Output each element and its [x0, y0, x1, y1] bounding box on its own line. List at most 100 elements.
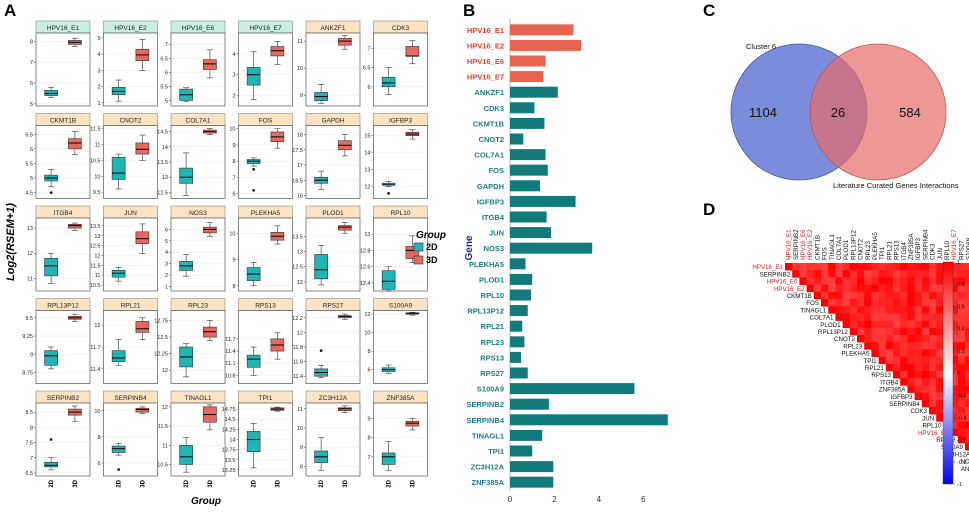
y-tick-label: 5	[165, 239, 168, 245]
facet-plod1: PLOD1 12 12.5 13 13.5	[292, 205, 361, 292]
bar-label-plekha5: PLEKHA5	[469, 260, 504, 269]
facet-plot-area	[238, 32, 293, 107]
heatmap-cell	[835, 284, 843, 293]
heatmap-cell	[965, 320, 969, 329]
heatmap-cell	[907, 327, 915, 336]
y-tick-label: 5	[97, 36, 100, 42]
heatmap-cell	[792, 270, 800, 278]
heatmap-cell	[885, 277, 894, 285]
heatmap-cell	[914, 299, 923, 307]
heatmap-cell	[871, 327, 879, 336]
y-tick-label: 4	[165, 250, 168, 256]
heatmap-cell	[921, 378, 930, 386]
facet-strip-label: RPL21	[121, 303, 141, 310]
heatmap-cell	[857, 277, 865, 285]
heatmap-cell	[842, 263, 851, 271]
y-tick-label: 8	[30, 425, 33, 431]
row-label-rpl23: RPL23	[843, 343, 862, 350]
heatmap-cell	[871, 277, 879, 285]
heatmap-cell	[936, 371, 944, 379]
facet-strip-label: ZNF385A	[387, 395, 415, 402]
heatmap-cell	[907, 270, 915, 278]
heatmap-cell	[849, 327, 858, 336]
heatmap-cell	[878, 349, 887, 357]
y-tick-label: 12.5	[90, 244, 101, 250]
facet-rpl21: RPL21 11.4 11.7 12	[90, 298, 158, 384]
bar-ankzf1	[510, 86, 558, 98]
heatmap-cell	[857, 306, 865, 314]
facet-plot-area	[305, 217, 361, 292]
facet-strip-label: ITGB4	[54, 210, 73, 217]
facet-strip-label: TPI1	[259, 395, 273, 402]
heatmap-cell	[878, 263, 887, 271]
heatmap-cell	[857, 327, 865, 336]
facet-plot-area	[373, 310, 428, 384]
heatmap-cell	[957, 342, 966, 350]
facet-rpl23: RPL23 12 12.25 12.5 12.75	[154, 298, 226, 384]
heatmap-cell	[835, 291, 843, 300]
bar-label-hpv16_e2: HPV16_E2	[467, 41, 504, 50]
heatmap-cell	[828, 299, 836, 307]
y-tick-label: 5.5	[25, 161, 33, 167]
heatmap-cell	[921, 320, 930, 329]
facet-strip-label: RPL13P12	[47, 303, 79, 310]
heatmap-cell	[921, 327, 930, 336]
box-3d	[68, 223, 82, 229]
y-tick-label: 17	[297, 163, 303, 169]
heatmap-cell	[936, 263, 944, 271]
box-3d	[135, 407, 150, 413]
y-tick-label: 8	[232, 284, 235, 290]
heatmap-cell	[957, 320, 966, 329]
col-label-rpl23: RPL23	[865, 241, 872, 260]
y-tick-label: 13	[364, 168, 370, 174]
col-label-serpinb4: SERPINB4	[922, 229, 929, 260]
bar-col7a1	[510, 149, 546, 161]
heatmap-cell	[900, 349, 908, 357]
venn-count-literature-only: 584	[899, 105, 921, 120]
y-tick-label: 10	[229, 232, 235, 238]
col-label-hpv16_e7: HPV16_E7	[951, 229, 958, 260]
y-tick-label: 10.5	[90, 158, 101, 164]
heatmap-cell	[828, 284, 836, 293]
heatmap-cell	[957, 263, 966, 271]
heatmap-cell	[792, 263, 800, 271]
heatmap-cell	[835, 306, 843, 314]
box-2d	[246, 67, 261, 86]
heatmap-cell	[857, 263, 865, 271]
y-axis-title: Gene	[464, 235, 475, 260]
col-label-cdk3: CDK3	[930, 243, 937, 260]
heatmap-cell	[914, 385, 923, 393]
heatmap-cell	[849, 299, 858, 307]
y-tick-label: 6	[165, 70, 168, 76]
bar-label-cnot2: CNOT2	[479, 135, 504, 144]
heatmap-cell	[950, 407, 959, 415]
facet-strip-label: IGFBP3	[389, 118, 413, 125]
heatmap-cell	[907, 277, 915, 285]
facet-strip-label: CNOT2	[119, 118, 141, 125]
heatmap-cell	[871, 299, 879, 307]
heatmap-cell	[893, 335, 901, 343]
y-tick-label: 12	[364, 185, 370, 191]
y-tick-label: 6.5	[160, 56, 168, 62]
row-label-ckmt1b: CKMT1B	[787, 293, 812, 300]
heatmap-cell	[936, 313, 944, 321]
heatmap-cell	[921, 291, 930, 300]
heatmap-cell	[957, 378, 966, 386]
row-label-serpinb2: SERPINB2	[760, 271, 791, 278]
row-label-hpv16_e6: HPV16_E6	[767, 279, 798, 286]
heatmap-cell	[914, 320, 923, 329]
facet-strip-label: COL7A1	[186, 118, 211, 125]
panel-c-letter: C	[703, 1, 715, 20]
y-tick-label: 8	[30, 39, 33, 45]
facet-jun: JUN 10.5 11 11.5 12 12.5 13 13.5	[90, 205, 158, 292]
y-tick-label: 12.25	[154, 352, 168, 358]
row-label-serpinb4: SERPINB4	[889, 401, 920, 408]
heatmap-cell	[828, 306, 836, 314]
heatmap-cell	[950, 277, 959, 285]
col-label-s100a9: S100A9	[966, 237, 969, 260]
y-tick-label: 10	[94, 409, 100, 415]
bar-label-hpv16_e6: HPV16_E6	[467, 57, 504, 66]
heatmap-cell	[936, 335, 944, 343]
heatmap-cell	[871, 306, 879, 314]
